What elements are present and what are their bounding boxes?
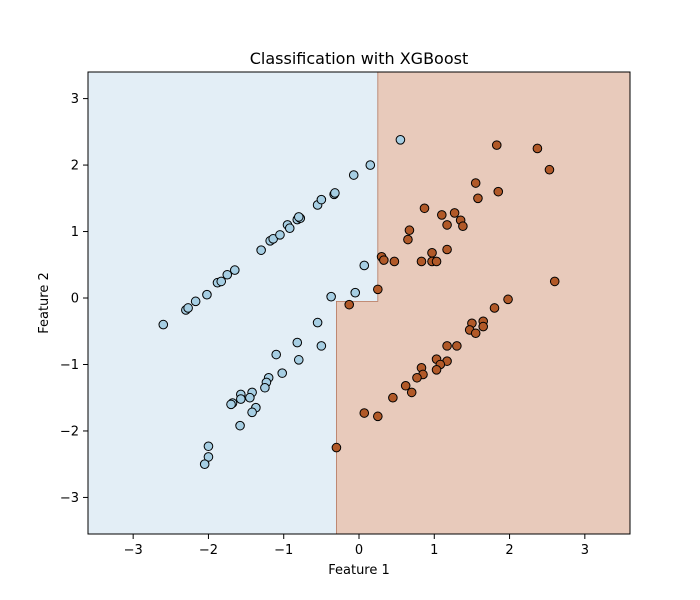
scatter-point-class-1 (416, 256, 427, 267)
scatter-point-class-1 (458, 221, 468, 232)
scatter-point-class-1 (442, 220, 452, 230)
y-tick-label: 3 (71, 92, 79, 107)
y-axis: −3 −2 −1 0 1 2 3 (60, 92, 88, 506)
y-tick-label: 2 (71, 159, 79, 174)
scatter-point-class-1 (478, 321, 489, 332)
chart-title: Classification with XGBoost (250, 49, 469, 68)
scatter-point-class-0 (199, 459, 210, 470)
scatter-point-class-1 (431, 256, 442, 267)
scatter-point-class-1 (412, 372, 422, 383)
scatter-point-class-1 (470, 178, 481, 188)
scatter-point-class-1 (493, 186, 504, 197)
scatter-point-class-1 (470, 328, 481, 339)
scatter-point-class-1 (452, 341, 462, 351)
scatter-point-class-0 (190, 296, 201, 307)
scatter-point-class-0 (202, 289, 212, 300)
x-axis: −3 −2 −1 0 1 2 3 (124, 534, 589, 558)
scatter-point-class-0 (203, 441, 214, 452)
scatter-point-class-0 (293, 212, 304, 222)
scatter-point-class-0 (271, 349, 281, 360)
scatter-point-class-0 (292, 337, 303, 348)
scatter-point-class-0 (260, 382, 270, 393)
scatter-point-class-0 (158, 319, 169, 330)
scatter-point-class-0 (222, 269, 233, 280)
scatter-point-class-1 (331, 442, 342, 453)
scatter-point-class-0 (284, 223, 295, 234)
scatter-point-class-1 (344, 299, 355, 310)
x-tick-label: −3 (124, 543, 143, 558)
scatter-point-class-1 (437, 210, 447, 220)
scatter-point-class-1 (431, 365, 442, 375)
y-tick-label: −1 (60, 358, 79, 373)
scatter-point-class-1 (389, 256, 400, 267)
scatter-point-class-1 (449, 208, 460, 218)
scatter-points (158, 135, 560, 470)
x-tick-label: 3 (581, 543, 589, 558)
x-tick-label: 1 (430, 543, 438, 558)
scatter-point-class-1 (406, 387, 417, 398)
scatter-point-class-0 (256, 245, 266, 255)
scatter-point-class-0 (312, 317, 323, 328)
x-tick-label: 2 (505, 543, 513, 558)
scatter-point-class-0 (229, 265, 240, 275)
scatter-point-class-1 (473, 193, 483, 204)
scatter-point-class-1 (379, 255, 389, 265)
scatter-point-class-1 (442, 244, 452, 255)
decision-region-class-0 (88, 72, 378, 534)
scatter-point-class-0 (235, 420, 245, 431)
scatter-point-class-1 (491, 140, 502, 150)
scatter-point-class-0 (316, 194, 327, 205)
scatter-point-class-0 (293, 355, 304, 365)
scatter-point-class-1 (532, 143, 543, 154)
scatter-point-class-0 (348, 170, 359, 180)
scatter-point-class-1 (373, 411, 383, 422)
scatter-point-class-0 (330, 188, 340, 198)
scatter-point-class-0 (359, 260, 370, 271)
scatter-point-class-1 (503, 294, 513, 305)
scatter-point-class-0 (216, 276, 227, 287)
scatter-point-class-1 (442, 341, 452, 351)
scatter-point-class-0 (183, 303, 193, 313)
y-tick-label: −3 (60, 491, 79, 506)
scatter-point-class-1 (549, 276, 560, 287)
y-tick-label: 1 (71, 225, 79, 240)
scatter-point-class-1 (404, 225, 415, 236)
plot-area (87, 71, 631, 535)
scatter-point-class-0 (350, 287, 361, 298)
scatter-point-class-1 (419, 203, 430, 214)
y-tick-label: 0 (71, 292, 79, 307)
scatter-point-class-0 (203, 452, 214, 462)
scatter-point-class-0 (245, 392, 255, 403)
x-tick-label: −1 (274, 543, 293, 558)
scatter-point-class-1 (373, 284, 383, 295)
y-tick-label: −2 (60, 424, 79, 439)
scatter-point-class-0 (326, 291, 336, 302)
scatter-point-class-0 (365, 160, 376, 170)
scatter-point-class-0 (236, 394, 246, 404)
scatter-point-class-0 (277, 368, 288, 378)
scatter-point-class-0 (316, 341, 327, 351)
scatter-point-class-1 (359, 408, 370, 418)
scatter-point-class-1 (403, 234, 413, 245)
scatter-point-class-0 (395, 135, 406, 145)
scatter-point-class-0 (226, 399, 236, 410)
y-axis-title: Feature 2 (37, 272, 52, 334)
scatter-point-class-1 (544, 164, 555, 175)
scatter-point-class-1 (489, 303, 500, 313)
scatter-point-class-1 (427, 248, 437, 258)
x-tick-label: 0 (355, 543, 363, 558)
x-axis-title: Feature 1 (328, 563, 390, 578)
scatter-point-class-0 (247, 407, 257, 418)
scatter-point-class-1 (400, 380, 411, 391)
decision-boundary (336, 72, 379, 534)
scatter-point-class-1 (388, 392, 398, 403)
scatter-point-class-0 (275, 230, 285, 240)
x-tick-label: −2 (199, 543, 218, 558)
